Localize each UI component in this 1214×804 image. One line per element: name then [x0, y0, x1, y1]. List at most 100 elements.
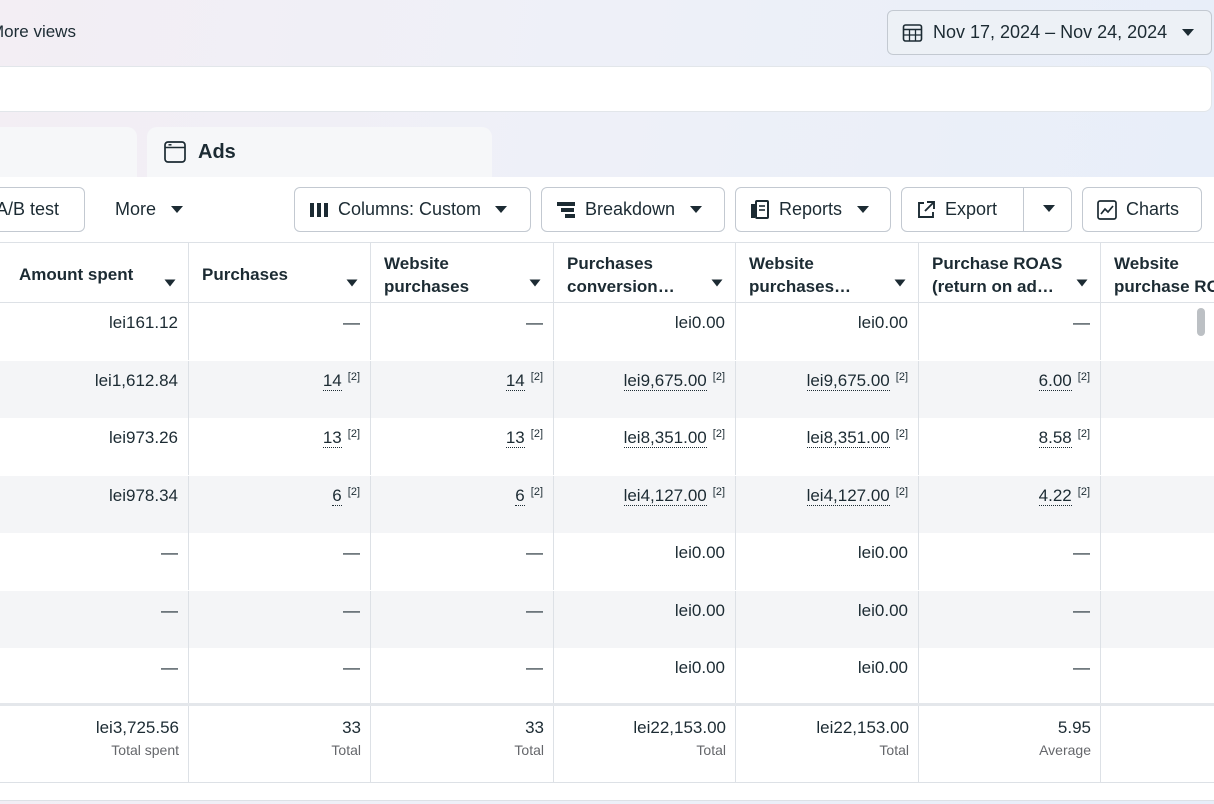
conversion-value-cell: lei0.00 — [554, 590, 736, 648]
col-header-website-purchase-roas[interactable]: Website purchase RO — [1101, 243, 1214, 303]
sort-chevron-icon[interactable] — [894, 270, 906, 293]
table-header-row: Amount spent Purchases Website purchases… — [0, 242, 1214, 303]
website-purchase-roas-cell — [1101, 476, 1214, 533]
reports-icon — [750, 199, 770, 220]
amount-spent-cell: — — [0, 648, 189, 705]
table-row[interactable]: lei973.26 13 [2] 13 [2] lei8,351.00 [2] lei8,35… — [0, 418, 1214, 475]
ab-test-button[interactable]: A/B test — [0, 187, 85, 232]
cell-value: — — [161, 543, 178, 562]
conversion-value-cell: lei0.00 — [554, 303, 736, 360]
cell-value: — — [343, 543, 360, 562]
reports-button[interactable]: Reports — [735, 187, 891, 232]
sort-chevron-icon[interactable] — [1076, 270, 1088, 293]
table-row[interactable]: — — — lei0.00 lei0.00 — — [0, 648, 1214, 705]
search-filter-bar[interactable] — [0, 66, 1212, 112]
col-header-purchase-roas[interactable]: Purchase ROAS (return on ad… — [919, 243, 1101, 303]
cell-value: — — [526, 313, 543, 332]
col-header-label-line2: conversion… — [567, 277, 675, 296]
cell-value: lei0.00 — [674, 658, 725, 677]
cell-value: 14 — [505, 370, 525, 391]
footnote-marker[interactable]: [2] — [347, 485, 360, 498]
website-purchase-roas-cell — [1101, 418, 1214, 475]
cell-value: 6 — [332, 485, 342, 506]
footnote-marker[interactable]: [2] — [895, 485, 908, 498]
cell-value: — — [1073, 543, 1090, 562]
sort-chevron-icon[interactable] — [711, 270, 723, 293]
export-button[interactable]: Export — [901, 187, 1072, 232]
footnote-marker[interactable]: [2] — [1077, 428, 1090, 440]
export-icon — [916, 200, 936, 220]
website-purchases-value-cell: lei8,351.00 [2] — [736, 418, 919, 475]
cell-value: lei978.34 — [108, 485, 178, 505]
tab-ads[interactable]: Ads — [147, 127, 492, 177]
cell-value: lei973.26 — [108, 428, 178, 447]
total-amount-cell: lei3,725.56 Total spent — [0, 706, 189, 782]
cell-value: lei0.00 — [857, 600, 908, 620]
amount-spent-cell: — — [0, 590, 189, 648]
table-scrollbar[interactable] — [1197, 308, 1205, 336]
footnote-marker[interactable]: [2] — [530, 428, 543, 440]
col-header-website-purchases-value[interactable]: Website purchases… — [736, 243, 919, 303]
total-website-purchases-cell: 33 Total — [371, 706, 554, 782]
chevron-down-icon — [494, 205, 508, 214]
cell-value: lei8,351.00 — [623, 428, 707, 448]
footnote-marker[interactable]: [2] — [712, 485, 725, 498]
columns-button[interactable]: Columns: Custom — [294, 187, 531, 232]
cell-value: lei0.00 — [674, 543, 725, 562]
cell-value: lei0.00 — [857, 543, 908, 562]
table-row[interactable]: — — — lei0.00 lei0.00 — — [0, 590, 1214, 648]
footnote-marker[interactable]: [2] — [712, 428, 725, 440]
cell-value: lei0.00 — [674, 313, 725, 332]
columns-label: Columns: Custom — [338, 199, 482, 219]
col-header-label-line1: Website — [1114, 254, 1179, 273]
footnote-marker[interactable]: [2] — [1077, 370, 1090, 383]
more-views-link[interactable]: More views — [0, 22, 76, 41]
col-header-amount-spent[interactable]: Amount spent — [0, 243, 189, 303]
sort-chevron-icon[interactable] — [164, 270, 176, 293]
footnote-marker[interactable]: [2] — [895, 370, 908, 383]
amount-spent-cell: lei161.12 — [0, 303, 189, 360]
footnote-marker[interactable]: [2] — [895, 428, 908, 440]
footnote-marker[interactable]: [2] — [347, 370, 360, 383]
purchases-cell: — — [189, 533, 371, 590]
website-purchases-value-cell: lei9,675.00 [2] — [736, 360, 919, 418]
footnote-marker[interactable]: [2] — [347, 428, 360, 440]
website-purchases-cell: — — [371, 303, 554, 360]
export-options-chevron-icon[interactable] — [1042, 204, 1056, 213]
cell-value: — — [161, 658, 178, 677]
website-purchases-cell: — — [371, 533, 554, 590]
website-purchase-roas-cell — [1101, 533, 1214, 590]
chevron-down-icon — [170, 205, 184, 214]
date-range-picker[interactable]: Nov 17, 2024 – Nov 24, 2024 — [887, 10, 1212, 55]
cell-value: lei9,675.00 — [806, 370, 890, 391]
table-row[interactable]: lei1,612.84 14 [2] 14 [2] lei9,675.00 [2] lei9,… — [0, 360, 1214, 418]
total-caption: Total — [879, 742, 909, 758]
col-header-purchases[interactable]: Purchases — [189, 243, 371, 303]
sort-chevron-icon[interactable] — [346, 270, 358, 293]
table-row[interactable]: lei978.34 6 [2] 6 [2] lei4,127.00 [2] lei4,127.… — [0, 475, 1214, 533]
amount-spent-cell: lei973.26 — [0, 418, 189, 475]
website-purchase-roas-cell — [1101, 361, 1214, 418]
footnote-marker[interactable]: [2] — [712, 370, 725, 383]
footnote-marker[interactable]: [2] — [530, 370, 543, 383]
cell-value: lei0.00 — [857, 313, 908, 332]
cell-value: 13 — [505, 428, 525, 448]
footnote-marker[interactable]: [2] — [1077, 485, 1090, 498]
breakdown-button[interactable]: Breakdown — [541, 187, 725, 232]
charts-label: Charts — [1126, 199, 1180, 219]
charts-button[interactable]: Charts — [1082, 187, 1202, 232]
website-purchases-cell: 13 [2] — [371, 418, 554, 475]
footnote-marker[interactable]: [2] — [530, 485, 543, 498]
tab-ad-sets[interactable] — [0, 127, 137, 177]
table-row[interactable]: — — — lei0.00 lei0.00 — — [0, 533, 1214, 590]
cell-value: — — [526, 543, 543, 562]
cell-value: lei4,127.00 — [806, 485, 890, 506]
col-header-purchases-conversion-value[interactable]: Purchases conversion… — [554, 243, 736, 303]
more-button[interactable]: More — [101, 187, 184, 232]
col-header-website-purchases[interactable]: Website purchases — [371, 243, 554, 303]
sort-chevron-icon[interactable] — [529, 270, 541, 293]
tab-ads-label: Ads — [198, 140, 236, 163]
purchase-roas-cell: — — [919, 303, 1101, 360]
table-row[interactable]: lei161.12 — — lei0.00 lei0.00 — — [0, 303, 1214, 360]
conversion-value-cell: lei4,127.00 [2] — [554, 475, 736, 533]
